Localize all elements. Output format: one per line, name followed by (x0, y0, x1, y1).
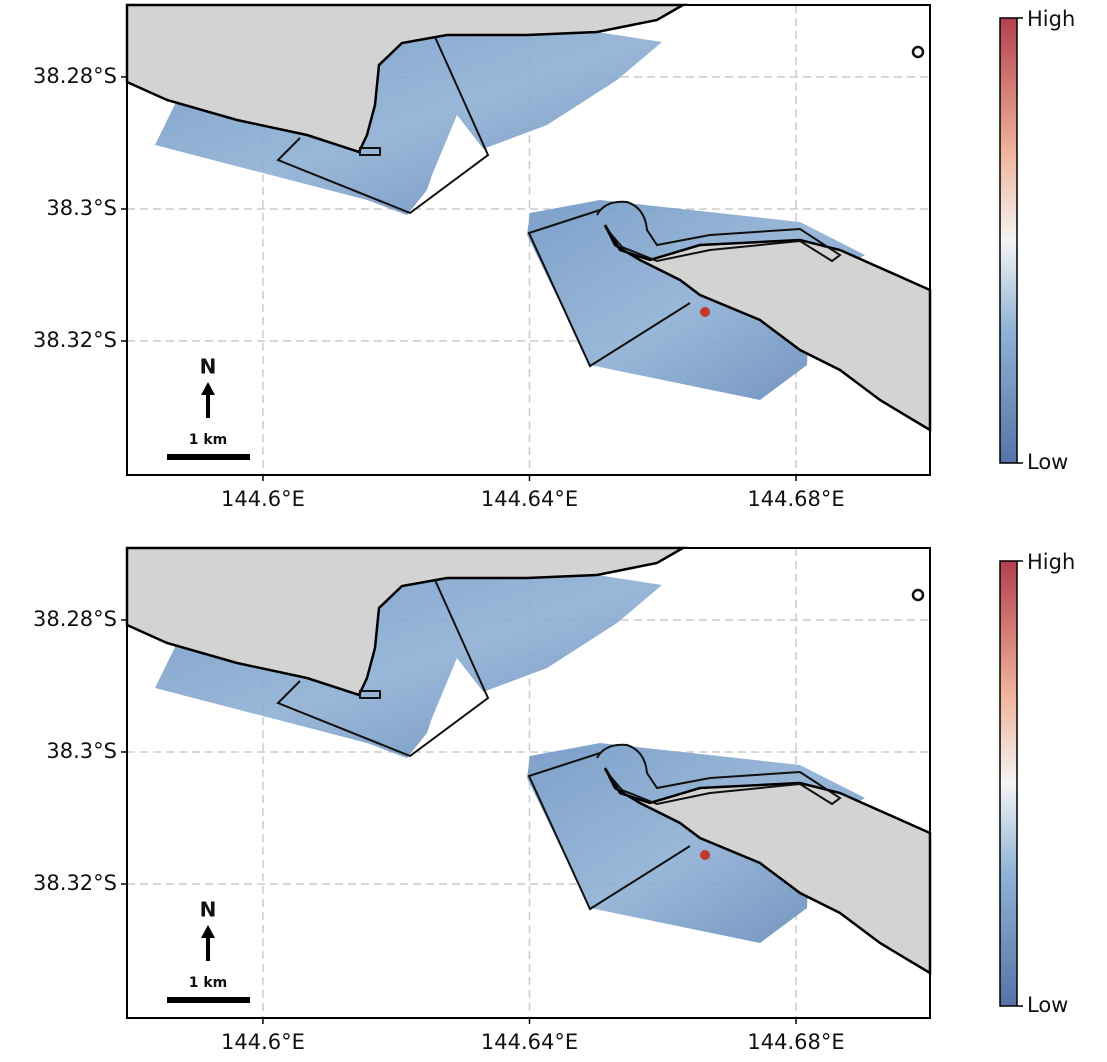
zone-outline (596, 200, 842, 263)
colorbar-high: High (1027, 7, 1075, 31)
land-east (603, 224, 932, 433)
colorbar-high: High (1027, 550, 1075, 574)
axes-frame (126, 4, 931, 476)
scale-label: 1 km (189, 975, 228, 991)
bathymetry-west (155, 32, 662, 215)
y-tick-label: 38.28°S (33, 64, 117, 88)
north-label: N (200, 898, 217, 922)
y-tick-label: 38.32°S (33, 328, 117, 352)
island (911, 588, 925, 602)
x-tick-label: 144.64°E (481, 487, 578, 511)
zone-outline (527, 209, 691, 368)
x-tick-label: 144.68°E (747, 487, 844, 511)
zone-outline (276, 36, 490, 215)
axes-frame (126, 547, 931, 1019)
zone-outline (359, 690, 381, 699)
x-tick-label: 144.6°E (221, 1030, 305, 1054)
colorbar-low: Low (1027, 993, 1068, 1017)
zone-outline (527, 752, 691, 911)
map-panel: 144.6°E 144.64°E 144.68°E 38.28°S 38.3°S 38.3… (33, 546, 932, 1054)
scale-label: 1 km (189, 432, 228, 448)
y-tick-label: 38.3°S (46, 196, 117, 220)
land-west (125, 546, 688, 697)
zone-outline (596, 743, 842, 806)
north-arrowhead (201, 382, 215, 395)
colorbar (999, 560, 1018, 1007)
land-east (603, 767, 932, 976)
hotspot (700, 307, 710, 317)
x-tick-label: 144.64°E (481, 1030, 578, 1054)
clear-zone (427, 658, 488, 733)
clear-zone (427, 115, 488, 190)
bathymetry-west (155, 575, 662, 758)
x-tick-label: 144.6°E (221, 487, 305, 511)
zone-outline (276, 579, 490, 758)
colorbar (999, 17, 1018, 464)
land-west (125, 3, 688, 154)
island (911, 45, 925, 59)
zone-outline (359, 147, 381, 156)
map-panel: 144.6°E 144.64°E 144.68°E 38.28°S 38.3°S 38.3… (33, 3, 932, 511)
y-tick-label: 38.32°S (33, 871, 117, 895)
y-tick-label: 38.3°S (46, 739, 117, 763)
colorbar-low: Low (1027, 450, 1068, 474)
x-tick-label: 144.68°E (747, 1030, 844, 1054)
north-arrowhead (201, 925, 215, 938)
y-tick-label: 38.28°S (33, 607, 117, 631)
north-label: N (200, 355, 217, 379)
hotspot (700, 850, 710, 860)
